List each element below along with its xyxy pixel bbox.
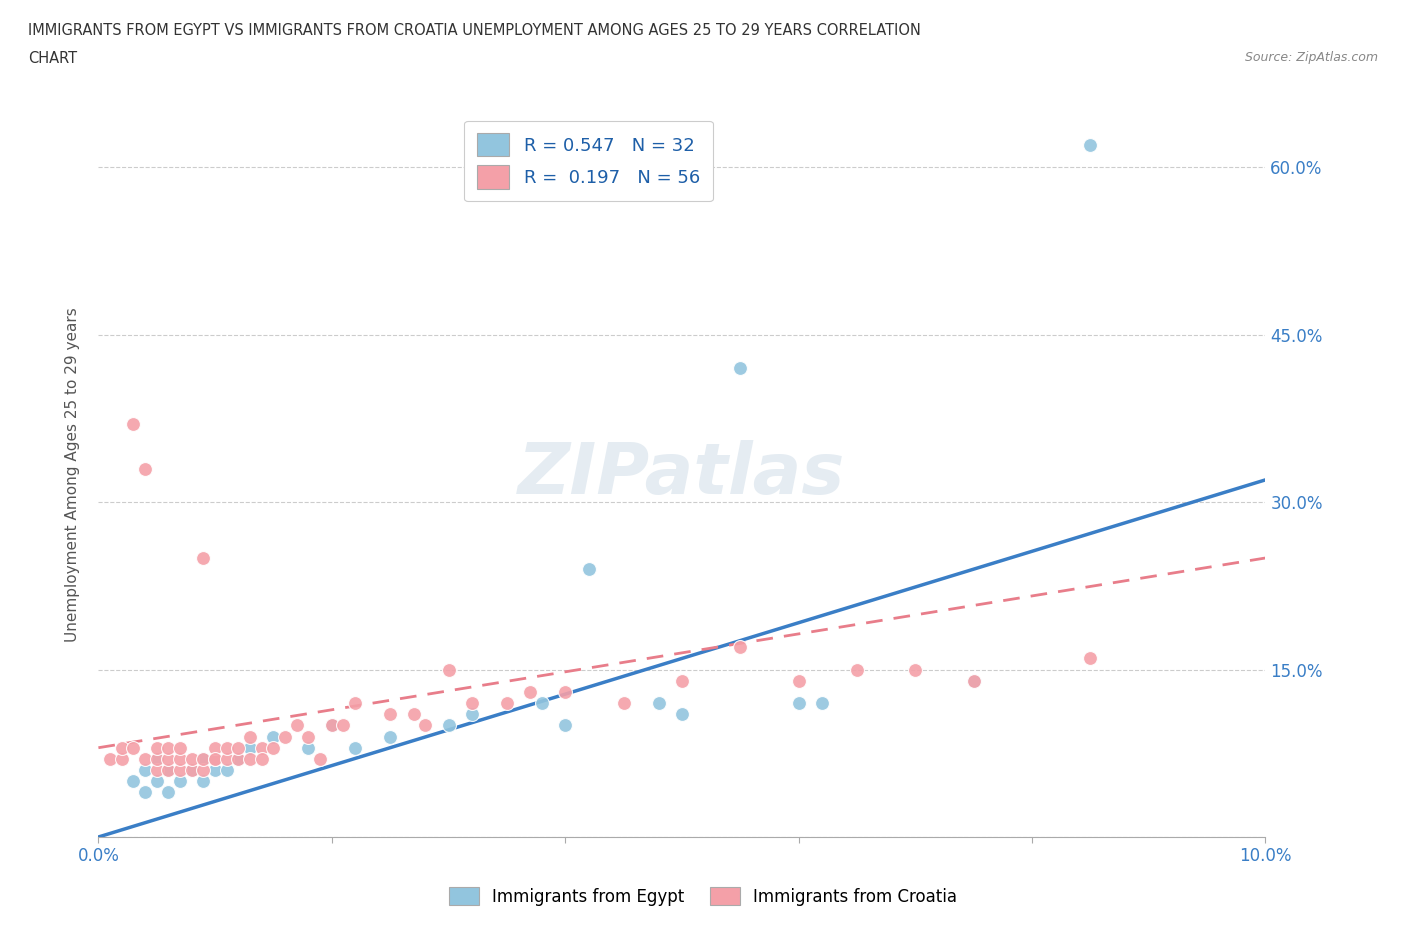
- Point: [122, 417, 145, 432]
- Point: [169, 774, 191, 789]
- Point: [321, 718, 343, 733]
- Point: [169, 740, 191, 755]
- Point: [671, 673, 693, 688]
- Text: IMMIGRANTS FROM EGYPT VS IMMIGRANTS FROM CROATIA UNEMPLOYMENT AMONG AGES 25 TO 2: IMMIGRANTS FROM EGYPT VS IMMIGRANTS FROM…: [28, 23, 921, 38]
- Point: [157, 751, 180, 766]
- Point: [134, 763, 156, 777]
- Point: [297, 740, 319, 755]
- Point: [180, 763, 202, 777]
- Point: [612, 696, 634, 711]
- Y-axis label: Unemployment Among Ages 25 to 29 years: Unemployment Among Ages 25 to 29 years: [65, 307, 80, 642]
- Point: [204, 763, 226, 777]
- Point: [262, 729, 284, 744]
- Point: [578, 562, 600, 577]
- Point: [180, 763, 202, 777]
- Point: [402, 707, 425, 722]
- Point: [554, 684, 576, 699]
- Point: [239, 729, 262, 744]
- Legend: Immigrants from Egypt, Immigrants from Croatia: Immigrants from Egypt, Immigrants from C…: [443, 881, 963, 912]
- Point: [262, 740, 284, 755]
- Point: [495, 696, 517, 711]
- Point: [378, 707, 402, 722]
- Point: [111, 751, 134, 766]
- Point: [204, 751, 226, 766]
- Point: [228, 740, 250, 755]
- Point: [228, 751, 250, 766]
- Point: [134, 461, 156, 476]
- Point: [215, 751, 238, 766]
- Point: [157, 763, 180, 777]
- Point: [193, 551, 215, 565]
- Point: [378, 729, 402, 744]
- Point: [134, 785, 156, 800]
- Point: [962, 673, 984, 688]
- Point: [122, 740, 145, 755]
- Point: [1080, 138, 1102, 153]
- Point: [111, 740, 134, 755]
- Point: [193, 751, 215, 766]
- Text: CHART: CHART: [28, 51, 77, 66]
- Point: [647, 696, 669, 711]
- Point: [134, 751, 156, 766]
- Point: [193, 763, 215, 777]
- Point: [1080, 651, 1102, 666]
- Point: [554, 718, 576, 733]
- Point: [250, 740, 273, 755]
- Point: [344, 740, 367, 755]
- Legend: R = 0.547   N = 32, R =  0.197   N = 56: R = 0.547 N = 32, R = 0.197 N = 56: [464, 121, 713, 201]
- Point: [461, 707, 484, 722]
- Point: [332, 718, 354, 733]
- Point: [285, 718, 308, 733]
- Point: [228, 751, 250, 766]
- Point: [787, 673, 810, 688]
- Point: [297, 729, 319, 744]
- Point: [169, 751, 191, 766]
- Point: [530, 696, 553, 711]
- Point: [321, 718, 343, 733]
- Point: [122, 774, 145, 789]
- Point: [962, 673, 984, 688]
- Point: [461, 696, 484, 711]
- Point: [671, 707, 693, 722]
- Point: [309, 751, 332, 766]
- Point: [344, 696, 367, 711]
- Point: [169, 763, 191, 777]
- Point: [811, 696, 834, 711]
- Point: [437, 718, 460, 733]
- Point: [519, 684, 541, 699]
- Point: [146, 774, 169, 789]
- Point: [728, 361, 751, 376]
- Point: [157, 785, 180, 800]
- Point: [437, 662, 460, 677]
- Point: [239, 751, 262, 766]
- Text: Source: ZipAtlas.com: Source: ZipAtlas.com: [1244, 51, 1378, 64]
- Point: [274, 729, 297, 744]
- Point: [845, 662, 868, 677]
- Point: [413, 718, 436, 733]
- Point: [146, 740, 169, 755]
- Point: [204, 751, 226, 766]
- Point: [157, 763, 180, 777]
- Point: [728, 640, 751, 655]
- Point: [146, 751, 169, 766]
- Point: [215, 763, 238, 777]
- Point: [787, 696, 810, 711]
- Point: [193, 751, 215, 766]
- Point: [215, 740, 238, 755]
- Point: [193, 774, 215, 789]
- Point: [146, 751, 169, 766]
- Point: [250, 751, 273, 766]
- Point: [904, 662, 927, 677]
- Point: [98, 751, 121, 766]
- Point: [146, 763, 169, 777]
- Point: [180, 751, 202, 766]
- Point: [239, 740, 262, 755]
- Text: ZIPatlas: ZIPatlas: [519, 440, 845, 509]
- Point: [204, 740, 226, 755]
- Point: [157, 740, 180, 755]
